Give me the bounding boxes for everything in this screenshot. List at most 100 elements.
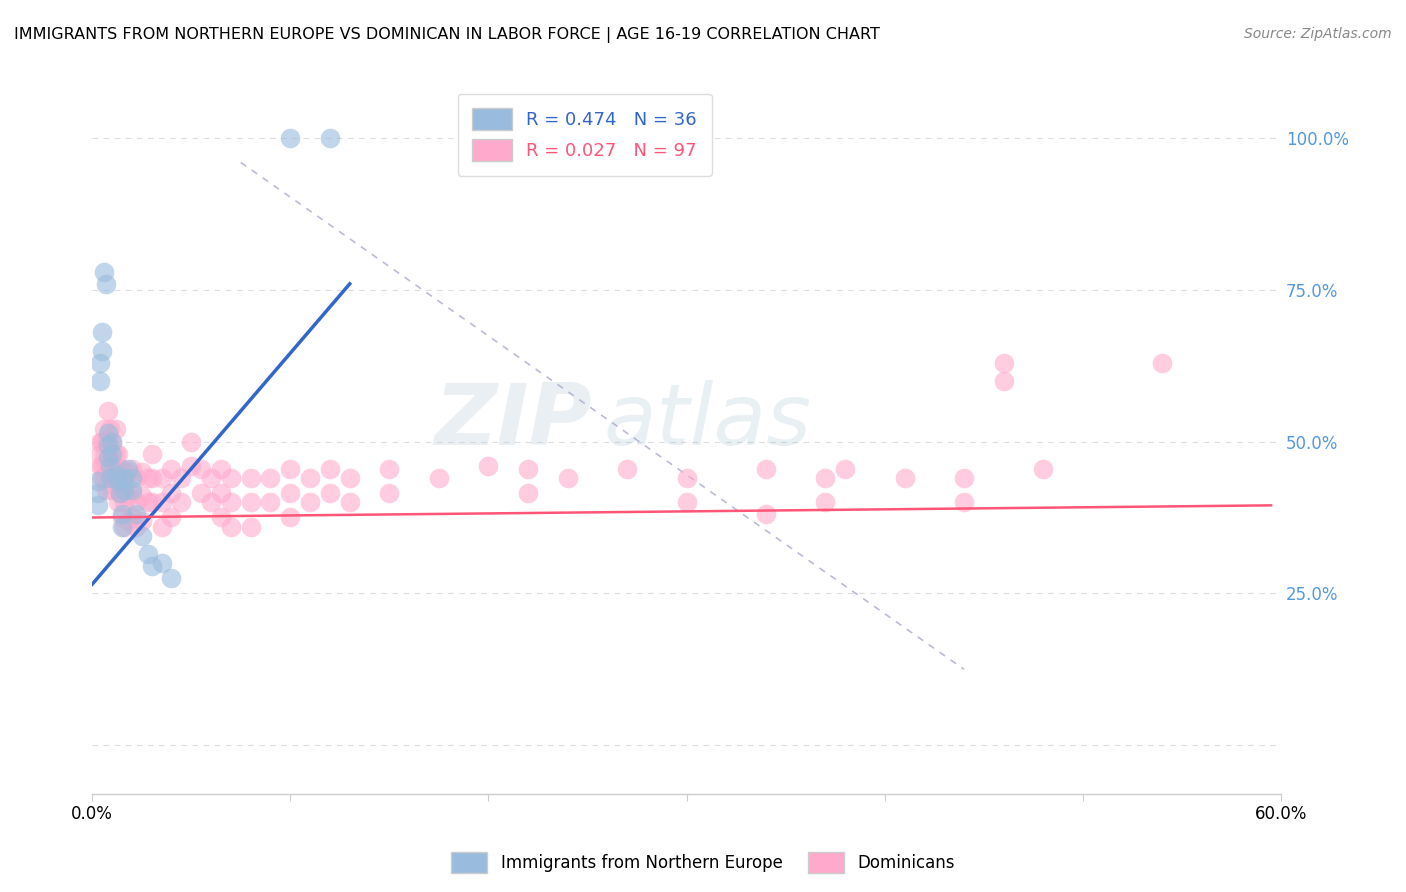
Point — [111, 519, 134, 533]
Point — [89, 447, 111, 461]
Point — [107, 471, 129, 485]
Point — [94, 483, 117, 498]
Point — [101, 434, 124, 449]
Point — [103, 477, 125, 491]
Point — [104, 471, 127, 485]
Point — [675, 495, 697, 509]
Point — [112, 471, 135, 485]
Point — [1152, 356, 1174, 370]
Point — [834, 462, 856, 476]
Point — [87, 486, 110, 500]
Point — [953, 495, 976, 509]
Point — [278, 510, 301, 524]
Point — [141, 559, 163, 574]
Point — [200, 495, 222, 509]
Point — [136, 547, 159, 561]
Point — [141, 447, 163, 461]
Point — [219, 471, 242, 485]
Point — [131, 529, 153, 543]
Point — [112, 495, 135, 509]
Point — [278, 131, 301, 145]
Point — [117, 514, 139, 528]
Point — [557, 471, 579, 485]
Point — [125, 508, 148, 522]
Point — [755, 508, 778, 522]
Point — [160, 510, 183, 524]
Point — [378, 462, 401, 476]
Point — [170, 471, 193, 485]
Point — [150, 519, 173, 533]
Legend: R = 0.474   N = 36, R = 0.027   N = 97: R = 0.474 N = 36, R = 0.027 N = 97 — [458, 94, 711, 176]
Point — [517, 486, 540, 500]
Point — [993, 356, 1015, 370]
Point — [93, 265, 115, 279]
Point — [121, 462, 143, 476]
Point — [150, 556, 173, 570]
Point — [117, 489, 139, 503]
Point — [97, 450, 120, 464]
Point — [91, 343, 114, 358]
Point — [219, 495, 242, 509]
Point — [209, 462, 232, 476]
Point — [91, 326, 114, 340]
Point — [200, 471, 222, 485]
Point — [136, 495, 159, 509]
Point — [112, 471, 135, 485]
Point — [121, 483, 143, 498]
Point — [94, 458, 117, 473]
Point — [91, 458, 114, 473]
Point — [121, 510, 143, 524]
Point — [107, 474, 129, 488]
Point — [104, 447, 127, 461]
Point — [616, 462, 638, 476]
Point — [108, 486, 131, 500]
Legend: Immigrants from Northern Europe, Dominicans: Immigrants from Northern Europe, Dominic… — [444, 846, 962, 880]
Point — [89, 434, 111, 449]
Point — [125, 471, 148, 485]
Point — [239, 471, 262, 485]
Point — [97, 437, 120, 451]
Point — [117, 465, 139, 479]
Point — [87, 499, 110, 513]
Point — [141, 471, 163, 485]
Point — [278, 462, 301, 476]
Point — [87, 474, 110, 488]
Point — [125, 519, 148, 533]
Point — [89, 458, 111, 473]
Point — [111, 462, 134, 476]
Point — [104, 422, 127, 436]
Point — [893, 471, 915, 485]
Point — [339, 495, 361, 509]
Point — [319, 486, 342, 500]
Point — [219, 519, 242, 533]
Point — [91, 471, 114, 485]
Text: Source: ZipAtlas.com: Source: ZipAtlas.com — [1244, 27, 1392, 41]
Point — [121, 471, 143, 485]
Point — [131, 489, 153, 503]
Point — [339, 471, 361, 485]
Point — [89, 356, 111, 370]
Point — [98, 471, 121, 485]
Point — [94, 434, 117, 449]
Point — [97, 434, 120, 449]
Text: atlas: atlas — [603, 380, 811, 463]
Point — [190, 486, 212, 500]
Point — [160, 571, 183, 585]
Point — [101, 462, 124, 476]
Point — [98, 458, 121, 473]
Point — [259, 471, 281, 485]
Point — [131, 514, 153, 528]
Point — [209, 510, 232, 524]
Point — [94, 277, 117, 291]
Point — [101, 483, 124, 498]
Point — [93, 422, 115, 436]
Point — [108, 462, 131, 476]
Point — [239, 495, 262, 509]
Point — [111, 486, 134, 500]
Point — [107, 447, 129, 461]
Point — [427, 471, 450, 485]
Point — [953, 471, 976, 485]
Point — [98, 447, 121, 461]
Point — [239, 519, 262, 533]
Point — [993, 374, 1015, 388]
